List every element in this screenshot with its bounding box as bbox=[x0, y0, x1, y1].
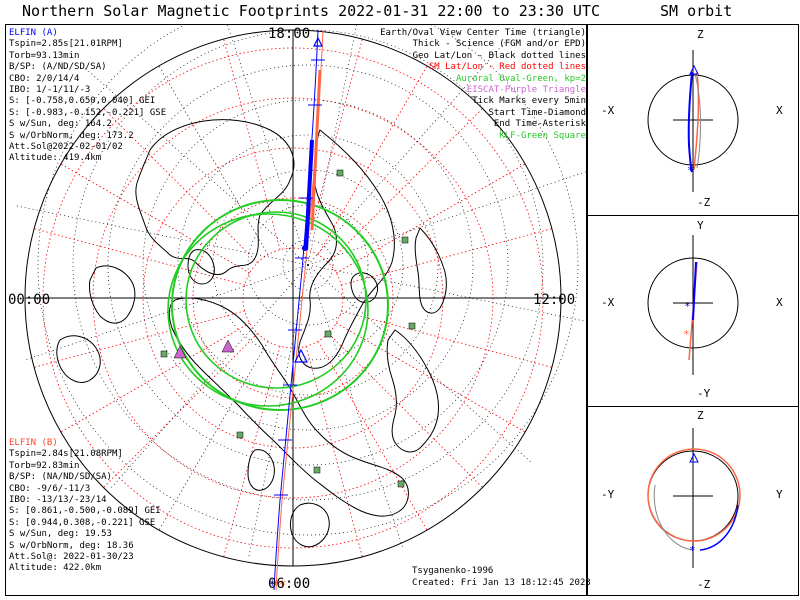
orbit-panel-xz: * bbox=[647, 50, 739, 192]
elfin-b-end-asterisk: * bbox=[278, 578, 286, 594]
elfin-a-start-marker bbox=[313, 36, 323, 47]
elfin-a-line: B/SP: (A/ND/SD/SA) bbox=[9, 62, 107, 73]
panel2-right-label: X bbox=[776, 296, 783, 309]
legend: Earth/Oval View Center Time (triangle) T… bbox=[380, 28, 586, 142]
svg-text:*: * bbox=[683, 328, 690, 341]
hour-label-left: 00:00 bbox=[8, 292, 51, 308]
elfin-a-line: Torb=93.13min bbox=[9, 50, 80, 61]
elfin-b-track bbox=[275, 29, 324, 591]
legend-item: Auroral Oval-Green, kp=2 bbox=[455, 73, 586, 84]
panel3-bottom-label: -Z bbox=[697, 578, 711, 591]
orbit-panel-divider bbox=[587, 406, 799, 407]
panel1-bottom-label: -Z bbox=[697, 196, 711, 209]
elfin-a-center-triangle bbox=[294, 348, 308, 363]
klf-squares bbox=[160, 169, 416, 488]
panel3-top-label: Z bbox=[697, 409, 704, 422]
legend-item: KLF-Green Square bbox=[499, 130, 586, 141]
geo-latitude-grid bbox=[37, 25, 579, 536]
elfin-b-line: S w/OrbNorm, deg: 18.36 bbox=[9, 540, 134, 551]
elfin-b-line: IBO: -13/13/-23/14 bbox=[9, 495, 107, 506]
hour-label-bottom: 06:00 bbox=[268, 576, 311, 592]
elfin-a-line: S w/Sun, deg: 164.2 bbox=[9, 119, 112, 130]
eiscat-triangles bbox=[173, 339, 235, 359]
hour-label-top: 18:00 bbox=[268, 26, 311, 42]
elfin-b-info: ELFIN (B) Tspin=2.84s[21.08RPM] Torb=92.… bbox=[9, 438, 161, 575]
legend-item: End Time-Asterisk bbox=[493, 119, 586, 130]
panel3-left-label: -Y bbox=[601, 488, 615, 501]
elfin-a-line: S w/OrbNorm, deg: 173.2 bbox=[9, 130, 134, 141]
elfin-b-line: Altitude: 422.0km bbox=[9, 563, 102, 574]
hour-label-right: 12:00 bbox=[533, 292, 576, 308]
auroral-oval bbox=[167, 199, 389, 411]
legend-item: Earth/Oval View Center Time (triangle) bbox=[380, 28, 586, 38]
svg-text:*: * bbox=[684, 300, 691, 313]
orbit-title: SM orbit bbox=[660, 2, 733, 20]
elfin-b-line: Att.Sol@: 2022-01-30/23 bbox=[9, 552, 134, 563]
elfin-b-header: ELFIN (B) bbox=[9, 438, 58, 448]
svg-text:*: * bbox=[689, 544, 696, 557]
elfin-a-track bbox=[273, 29, 319, 591]
main-title: Northern Solar Magnetic Footprints 2022-… bbox=[22, 2, 600, 20]
elfin-b-line: S w/Sun, deg: 19.53 bbox=[9, 529, 112, 540]
panel2-left-label: -X bbox=[601, 296, 615, 309]
orbit-frame bbox=[587, 24, 799, 596]
legend-item: SM Lat/Lon - Red dotted lines bbox=[428, 62, 586, 73]
elfin-a-line: S: [-0.983,-0.152,-0.221] GSE bbox=[9, 107, 167, 118]
elfin-a-line: S: [-0.758,0.650,0.040] GEI bbox=[9, 96, 156, 107]
orbit-panel-divider bbox=[587, 215, 799, 216]
created-timestamp: Created: Fri Jan 13 18:12:45 2023 bbox=[412, 578, 591, 588]
panel1-top-label: Z bbox=[697, 28, 704, 41]
orbit-panel-yz: * bbox=[647, 428, 741, 568]
panel2-bottom-label: -Y bbox=[697, 387, 711, 400]
panel1-right-label: X bbox=[776, 104, 783, 117]
elfin-a-header: ELFIN (A) bbox=[9, 28, 58, 38]
elfin-a-line: IBO: 1/-1/11/-3 bbox=[9, 85, 91, 96]
legend-item: Start Time-Diamond bbox=[488, 107, 586, 118]
panel1-left-label: -X bbox=[601, 104, 615, 117]
elfin-b-line: S: [0.944,0.308,-0.221] GSE bbox=[9, 517, 156, 528]
orbit-panel-xy: * * bbox=[647, 235, 739, 375]
legend-item: Tick Marks every 5min bbox=[472, 96, 586, 107]
elfin-b-line: B/SP: (NA/ND/SD/SA) bbox=[9, 472, 112, 483]
elfin-a-ticks bbox=[274, 59, 325, 496]
elfin-b-line: S: [0.861,-0.500,-0.089] GEI bbox=[9, 506, 161, 517]
elfin-a-end-asterisk: * bbox=[268, 578, 276, 594]
elfin-a-line: Att.Sol@2022-02-01/02 bbox=[9, 142, 123, 153]
svg-text:*: * bbox=[687, 164, 694, 177]
legend-item: EISCAT-Purple Triangle bbox=[466, 85, 586, 96]
panel3-right-label: Y bbox=[776, 488, 783, 501]
elfin-b-line: Tspin=2.84s[21.08RPM] bbox=[9, 449, 123, 460]
elfin-a-line: Altitude: 419.4km bbox=[9, 153, 102, 164]
elfin-a-info: ELFIN (A) Tspin=2.85s[21.01RPM] Torb=93.… bbox=[9, 28, 166, 165]
elfin-b-line: CBO: -9/6/-11/3 bbox=[9, 483, 91, 494]
elfin-b-line: Torb=92.83min bbox=[9, 460, 80, 471]
model-credit: Tsyganenko-1996 bbox=[412, 566, 494, 576]
footprint-map-frame bbox=[5, 24, 587, 596]
panel2-top-label: Y bbox=[697, 219, 704, 232]
elfin-a-line: CBO: 2/0/14/4 bbox=[9, 73, 80, 84]
elfin-a-line: Tspin=2.85s[21.01RPM] bbox=[9, 39, 123, 50]
legend-item: Geo Lat/Lon - Black dotted lines bbox=[412, 50, 586, 61]
elfin-a-footprint-dot bbox=[302, 245, 308, 251]
legend-item: Thick - Science (FGM and/or EPD) bbox=[412, 39, 586, 50]
